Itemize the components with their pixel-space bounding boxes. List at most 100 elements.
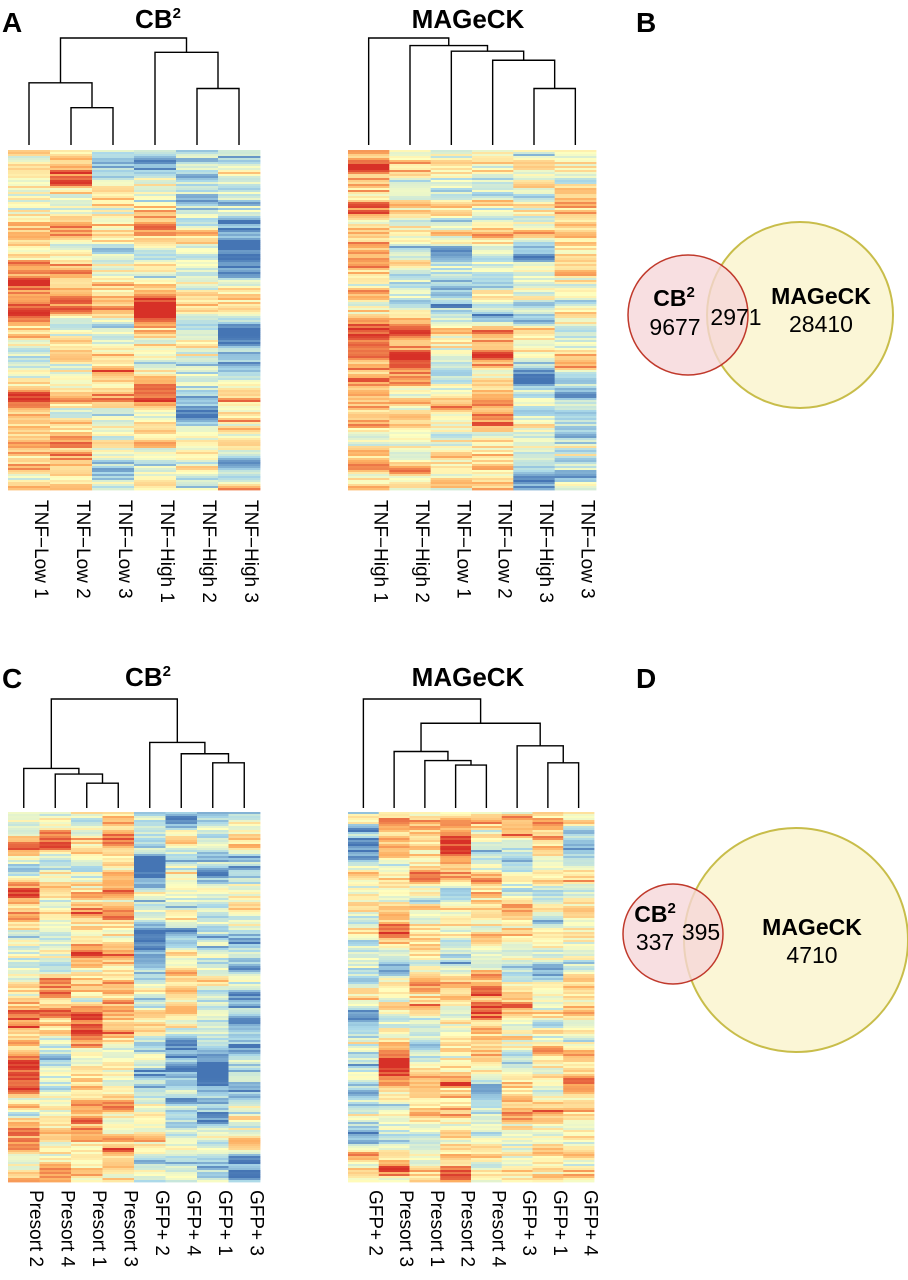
heatmap-cell (8, 454, 51, 457)
heatmap-cell (501, 918, 533, 921)
heatmap-cell (50, 150, 93, 153)
heatmap-cell (513, 444, 556, 447)
heatmap-cell (348, 1080, 380, 1083)
heatmap-cell (563, 906, 595, 909)
heatmap-cell (472, 278, 514, 281)
heatmap-cell (218, 358, 261, 361)
heatmap-cell (348, 386, 390, 389)
heatmap-cell (409, 880, 441, 883)
heatmap-cell (50, 158, 93, 161)
heatmap-cell (102, 1176, 135, 1179)
heatmap-cell (8, 376, 51, 379)
column-label: GFP+ 1 (214, 1190, 235, 1256)
heatmap-cell (92, 434, 135, 437)
heatmap-cell (348, 1166, 380, 1169)
heatmap-cell (92, 472, 135, 475)
heatmap-cell (39, 888, 72, 891)
heatmap-cell (472, 274, 514, 277)
heatmap-cell (513, 340, 556, 343)
heatmap-cell (228, 1034, 261, 1037)
heatmap-cell (218, 416, 261, 419)
heatmap-cell (39, 994, 72, 997)
heatmap-cell (71, 1066, 103, 1069)
heatmap-cell (348, 854, 380, 857)
heatmap-cell (348, 1120, 380, 1123)
heatmap-cell (440, 956, 472, 959)
heatmap-cell (440, 1106, 472, 1109)
heatmap-cell (8, 962, 40, 965)
heatmap-cell (102, 1074, 135, 1077)
heatmap-cell (197, 868, 229, 871)
heatmap-cell (134, 918, 166, 921)
heatmap-cell (513, 170, 556, 173)
heatmap-cell (165, 828, 198, 831)
heatmap-cell (472, 454, 514, 457)
heatmap-cell (8, 936, 40, 939)
heatmap-cell (165, 1158, 198, 1161)
heatmap-cell (92, 232, 135, 235)
heatmap-cell (532, 1166, 564, 1169)
heatmap-cell (197, 958, 229, 961)
heatmap-cell (50, 280, 93, 283)
heatmap-cell (513, 244, 556, 247)
heatmap-cell (8, 912, 40, 915)
heatmap-cell (378, 996, 410, 999)
heatmap-cell (532, 852, 564, 855)
heatmap-cell (50, 182, 93, 185)
heatmap-cell (176, 374, 219, 377)
heatmap-cell (218, 430, 261, 433)
column-label: TNF−Low 2 (72, 500, 93, 599)
heatmap-cell (471, 874, 503, 877)
heatmap-cell (563, 894, 595, 897)
heatmap-cell (8, 466, 51, 469)
heatmap-cell (471, 828, 503, 831)
heatmap-cell (554, 338, 597, 341)
heatmap-cell (134, 1142, 166, 1145)
heatmap-cell (409, 982, 441, 985)
heatmap-cell (71, 920, 103, 923)
heatmap-cell (472, 486, 514, 489)
heatmap-cell (134, 300, 177, 303)
heatmap-cell (92, 468, 135, 471)
heatmap-cell (501, 1130, 533, 1133)
heatmap-cell (409, 842, 441, 845)
heatmap-cell (471, 936, 503, 939)
heatmap-cell (134, 208, 177, 211)
heatmap-cell (8, 286, 51, 289)
heatmap-cell (228, 878, 261, 881)
heatmap-cell (440, 856, 472, 859)
heatmap-cell (348, 910, 380, 913)
heatmap-cell (228, 838, 261, 841)
column-label: TNF−High 1 (370, 500, 391, 603)
heatmap-cell (102, 1062, 135, 1065)
heatmap-cell (39, 838, 72, 841)
heatmap-cell (563, 952, 595, 955)
heatmap-cell (501, 1030, 533, 1033)
heatmap-cell (176, 274, 219, 277)
heatmap-cell (378, 888, 410, 891)
heatmap-cell (102, 960, 135, 963)
heatmap-cell (501, 822, 533, 825)
heatmap-cell (39, 1048, 72, 1051)
heatmap-cell (134, 844, 166, 847)
heatmap-cell (389, 232, 432, 235)
heatmap-cell (378, 872, 410, 875)
heatmap-cell (102, 868, 135, 871)
heatmap-cell (430, 418, 473, 421)
heatmap-cell (197, 974, 229, 977)
heatmap-cell (134, 266, 177, 269)
heatmap-cell (409, 1070, 441, 1073)
heatmap-cell (218, 206, 261, 209)
heatmap-cell (176, 320, 219, 323)
heatmap-cell (134, 894, 166, 897)
heatmap-cell (218, 364, 261, 367)
heatmap-cell (134, 228, 177, 231)
heatmap-cell (102, 878, 135, 881)
heatmap-cell (134, 970, 166, 973)
heatmap-cell (218, 176, 261, 179)
heatmap-cell (197, 1166, 229, 1169)
heatmap-cell (389, 204, 432, 207)
heatmap-cell (71, 988, 103, 991)
heatmap-cell (513, 470, 556, 473)
heatmap-cell (532, 870, 564, 873)
